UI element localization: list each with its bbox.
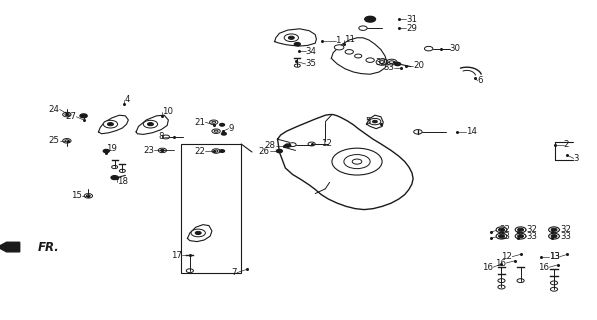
FancyArrow shape [0, 242, 20, 252]
Text: 4: 4 [124, 95, 130, 104]
Circle shape [294, 43, 300, 46]
Text: 26: 26 [259, 147, 270, 156]
Circle shape [515, 233, 526, 239]
Text: 14: 14 [466, 127, 476, 136]
Circle shape [276, 149, 282, 153]
Text: 33: 33 [527, 232, 537, 241]
Circle shape [380, 60, 385, 63]
Text: 15: 15 [72, 191, 82, 200]
Circle shape [551, 235, 557, 238]
Text: 32: 32 [527, 225, 537, 234]
Text: 22: 22 [195, 147, 205, 156]
Circle shape [214, 150, 218, 152]
Text: 18: 18 [117, 177, 128, 186]
Circle shape [549, 233, 559, 239]
Circle shape [389, 61, 394, 63]
Circle shape [80, 114, 87, 118]
Circle shape [496, 233, 507, 239]
Circle shape [395, 62, 401, 66]
Text: 16: 16 [496, 259, 506, 268]
Circle shape [369, 118, 381, 125]
Circle shape [65, 140, 69, 142]
Text: 20: 20 [413, 61, 424, 70]
Text: 33: 33 [383, 63, 394, 72]
Circle shape [103, 149, 109, 153]
Text: 2: 2 [564, 140, 569, 149]
Text: 23: 23 [143, 146, 154, 155]
Text: FR.: FR. [38, 241, 59, 253]
Circle shape [220, 150, 224, 152]
Circle shape [103, 120, 118, 128]
Circle shape [285, 144, 291, 147]
Text: 5: 5 [366, 117, 371, 126]
Bar [181, 144, 241, 273]
Circle shape [366, 58, 374, 62]
Circle shape [549, 227, 559, 233]
Text: 31: 31 [406, 15, 417, 24]
Text: 29: 29 [406, 24, 417, 33]
Text: 10: 10 [162, 108, 173, 116]
Text: 32: 32 [376, 58, 387, 67]
Text: 25: 25 [49, 136, 60, 145]
Circle shape [147, 123, 153, 126]
Circle shape [355, 54, 362, 58]
Circle shape [334, 45, 344, 50]
Polygon shape [278, 115, 413, 210]
Text: 13: 13 [549, 252, 560, 261]
Circle shape [515, 227, 526, 233]
Circle shape [161, 149, 164, 151]
Text: 12: 12 [501, 252, 512, 261]
Circle shape [65, 114, 69, 116]
Text: 6: 6 [478, 76, 483, 85]
Text: 35: 35 [306, 60, 316, 68]
Circle shape [195, 231, 201, 235]
Circle shape [365, 16, 376, 22]
Text: 21: 21 [195, 118, 205, 127]
Text: 13: 13 [549, 252, 560, 261]
Circle shape [111, 176, 118, 180]
Text: 28: 28 [265, 141, 276, 150]
Text: 30: 30 [449, 44, 460, 53]
Text: 12: 12 [321, 140, 331, 148]
Text: 1: 1 [336, 36, 341, 45]
Circle shape [551, 228, 557, 231]
Circle shape [498, 235, 504, 238]
Text: 32: 32 [560, 225, 571, 234]
Text: 34: 34 [306, 47, 316, 56]
Circle shape [107, 123, 113, 126]
Circle shape [498, 228, 504, 231]
Text: 27: 27 [66, 112, 76, 121]
Text: 32: 32 [499, 225, 510, 234]
Circle shape [87, 195, 90, 197]
Text: 33: 33 [560, 232, 571, 241]
Circle shape [220, 124, 224, 126]
Circle shape [143, 120, 158, 128]
Text: 24: 24 [49, 105, 60, 114]
Text: 11: 11 [344, 36, 355, 44]
Circle shape [191, 229, 205, 237]
Text: 16: 16 [538, 263, 549, 272]
Circle shape [214, 130, 218, 132]
Circle shape [496, 227, 507, 233]
Text: 33: 33 [499, 232, 510, 241]
Text: 9: 9 [229, 124, 234, 133]
Text: 16: 16 [482, 263, 493, 272]
Text: 19: 19 [106, 144, 117, 153]
Circle shape [288, 36, 294, 39]
Circle shape [221, 132, 226, 135]
Circle shape [352, 159, 362, 164]
Circle shape [212, 121, 216, 123]
Text: 17: 17 [171, 251, 182, 260]
Circle shape [284, 34, 298, 42]
Text: 8: 8 [158, 132, 164, 141]
Text: 3: 3 [574, 154, 579, 163]
Circle shape [518, 228, 524, 231]
Circle shape [518, 235, 524, 238]
Circle shape [373, 120, 377, 123]
Text: 7: 7 [232, 268, 237, 277]
Circle shape [345, 50, 353, 54]
